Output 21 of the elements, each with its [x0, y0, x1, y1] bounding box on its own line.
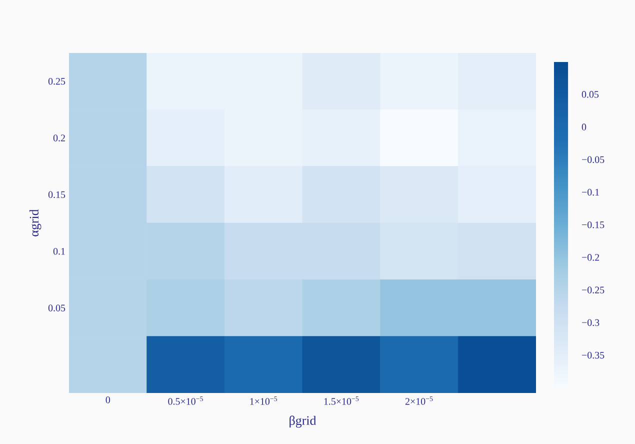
color-bar-label: −0.1 [582, 188, 599, 196]
x-tick-label: 1×10$^{−5}$ [250, 396, 278, 405]
color-bar-label: −0.2 [582, 254, 600, 261]
y-tick-label: 0.1 [53, 248, 65, 255]
x-axis-title: βgrid [290, 416, 316, 428]
y-tick-label: 0.2 [53, 134, 65, 142]
color-bar-label: −0.25 [582, 286, 604, 294]
y-tick-label: 0.25 [48, 78, 66, 85]
y-axis-title: αgrid [29, 209, 42, 236]
color-bar-label: −0.3 [582, 319, 600, 326]
color-bar-label: 0.05 [582, 91, 599, 98]
color-bar-label: −0.05 [582, 156, 604, 164]
x-tick-label: 0 [106, 396, 110, 404]
y-tick-label: 0.05 [48, 304, 66, 312]
color-bar-label: −0.15 [582, 221, 604, 228]
color-bar-label: −0.35 [582, 352, 604, 359]
x-tick-label: 1.5×10$^{−5}$ [324, 396, 359, 405]
color-bar-label: 0 [582, 124, 586, 130]
x-tick-label: 2×10$^{−5}$ [405, 396, 433, 405]
x-tick-label: 0.5×10$^{−5}$ [168, 396, 203, 405]
y-tick-label: 0.15 [48, 191, 66, 198]
